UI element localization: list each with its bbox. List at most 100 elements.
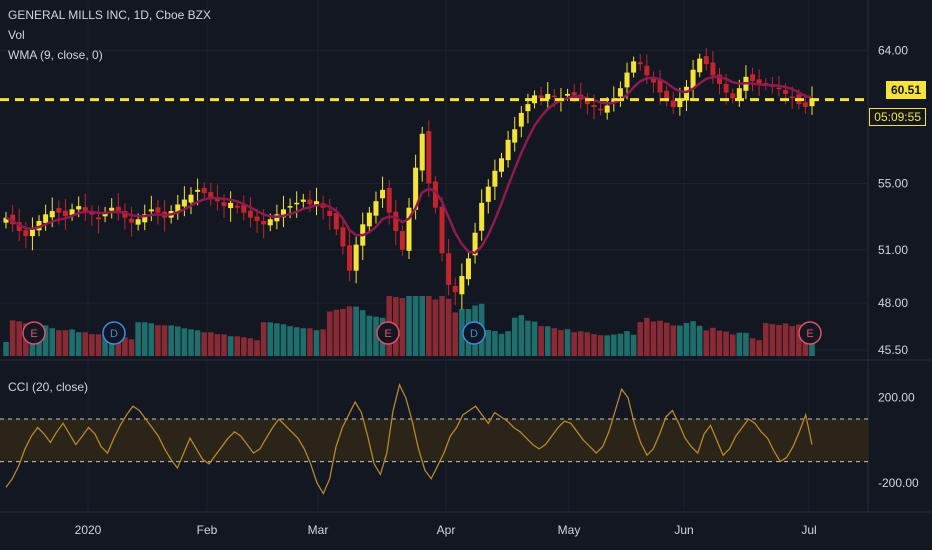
volume-bar: [743, 332, 749, 356]
candle-body: [340, 227, 346, 247]
candle-body: [399, 231, 405, 250]
volume-bar: [604, 335, 610, 356]
candle-body: [459, 275, 465, 295]
candle-body: [512, 129, 518, 143]
candle-body: [195, 189, 201, 192]
volume-bar: [227, 336, 234, 356]
volume-bar: [69, 329, 75, 356]
candle-body: [432, 181, 438, 208]
candle-body: [29, 229, 35, 237]
wma-label: WMA (9, close, 0): [8, 48, 103, 62]
volume-bar: [432, 299, 439, 356]
candle-body: [3, 217, 9, 223]
price-tick-label: 48.00: [878, 296, 908, 310]
cci-tick-label: 200.00: [878, 391, 915, 405]
volume-bar: [756, 340, 762, 356]
candle-body: [690, 69, 696, 89]
candle-body: [69, 209, 75, 215]
volume-bar: [155, 325, 161, 356]
candle-body: [789, 96, 795, 99]
candle-body: [479, 202, 485, 231]
candle-body: [802, 102, 808, 108]
candle-body: [776, 87, 782, 90]
time-tick-label: Jun: [674, 523, 693, 537]
event-marker-label: D: [470, 328, 478, 340]
volume-bar: [498, 333, 505, 356]
volume-bar: [591, 334, 597, 356]
volume-bar: [359, 310, 366, 356]
candle-body: [221, 202, 227, 207]
candle-body: [631, 61, 637, 73]
price-tick-label: 55.00: [878, 176, 908, 190]
candle-body: [49, 211, 55, 218]
volume-bar: [558, 330, 564, 356]
candle-body: [10, 214, 16, 225]
candle-body: [23, 230, 29, 237]
volume-bar: [485, 330, 492, 356]
volume-bar: [247, 338, 254, 356]
candle-body: [43, 214, 49, 223]
volume-bar: [703, 330, 710, 356]
volume-bar: [624, 331, 630, 356]
volume-bar: [716, 330, 723, 356]
volume-bar: [254, 340, 260, 356]
candle-body: [353, 244, 359, 271]
price-tick-label: 45.50: [878, 343, 908, 357]
wma-series-line: [5, 75, 813, 255]
price-tick-label: 51.00: [878, 243, 908, 257]
time-tick-label: Mar: [308, 523, 329, 537]
volume-bar: [280, 324, 287, 356]
volume-bar: [412, 296, 419, 356]
volume-bar: [42, 325, 49, 356]
candle-body: [373, 201, 379, 216]
volume-bar: [353, 306, 359, 356]
candle-body: [228, 202, 234, 209]
candle-body: [155, 207, 161, 213]
volume-bar: [141, 322, 148, 356]
candle-body: [76, 206, 82, 210]
event-marker-e[interactable]: E: [376, 321, 400, 345]
candle-body: [82, 207, 88, 212]
candle-body: [313, 201, 320, 206]
candle-body: [670, 100, 676, 108]
time-tick-label: 2020: [75, 523, 102, 537]
volume-bar: [749, 338, 756, 356]
volume-bar: [241, 337, 247, 356]
volume-bar: [459, 308, 465, 356]
volume-bar: [313, 330, 320, 356]
volume-bar: [538, 326, 544, 356]
volume-bar: [188, 329, 194, 356]
event-marker-e[interactable]: E: [798, 321, 822, 345]
candle-body: [505, 139, 511, 161]
candle-body: [439, 206, 445, 254]
volume-bar: [102, 334, 108, 356]
candle-body: [624, 72, 630, 88]
candle-body: [366, 212, 372, 227]
candle-body: [677, 99, 683, 108]
volume-bar: [796, 324, 802, 356]
candle-body: [617, 88, 623, 97]
volume-bar: [690, 321, 696, 356]
event-marker-d[interactable]: D: [102, 321, 126, 345]
event-marker-d[interactable]: D: [462, 321, 486, 345]
volume-bar: [637, 322, 644, 356]
volume-bar: [3, 342, 9, 356]
candle-body: [591, 104, 597, 108]
candle-body: [584, 99, 590, 105]
volume-bar: [696, 325, 703, 356]
volume-bar: [584, 332, 591, 356]
candle-body: [267, 219, 273, 226]
volume-bar: [762, 323, 769, 356]
volume-bar: [406, 296, 412, 356]
event-marker-e[interactable]: E: [22, 321, 46, 345]
volume-bar: [128, 339, 135, 356]
volume-bar: [373, 316, 379, 356]
candle-body: [492, 170, 498, 187]
candle-body: [756, 79, 762, 84]
volume-bar: [531, 321, 538, 356]
volume-bar: [287, 326, 293, 356]
volume-bar: [122, 337, 128, 356]
candle-body: [287, 206, 293, 208]
candle-body: [89, 213, 95, 215]
